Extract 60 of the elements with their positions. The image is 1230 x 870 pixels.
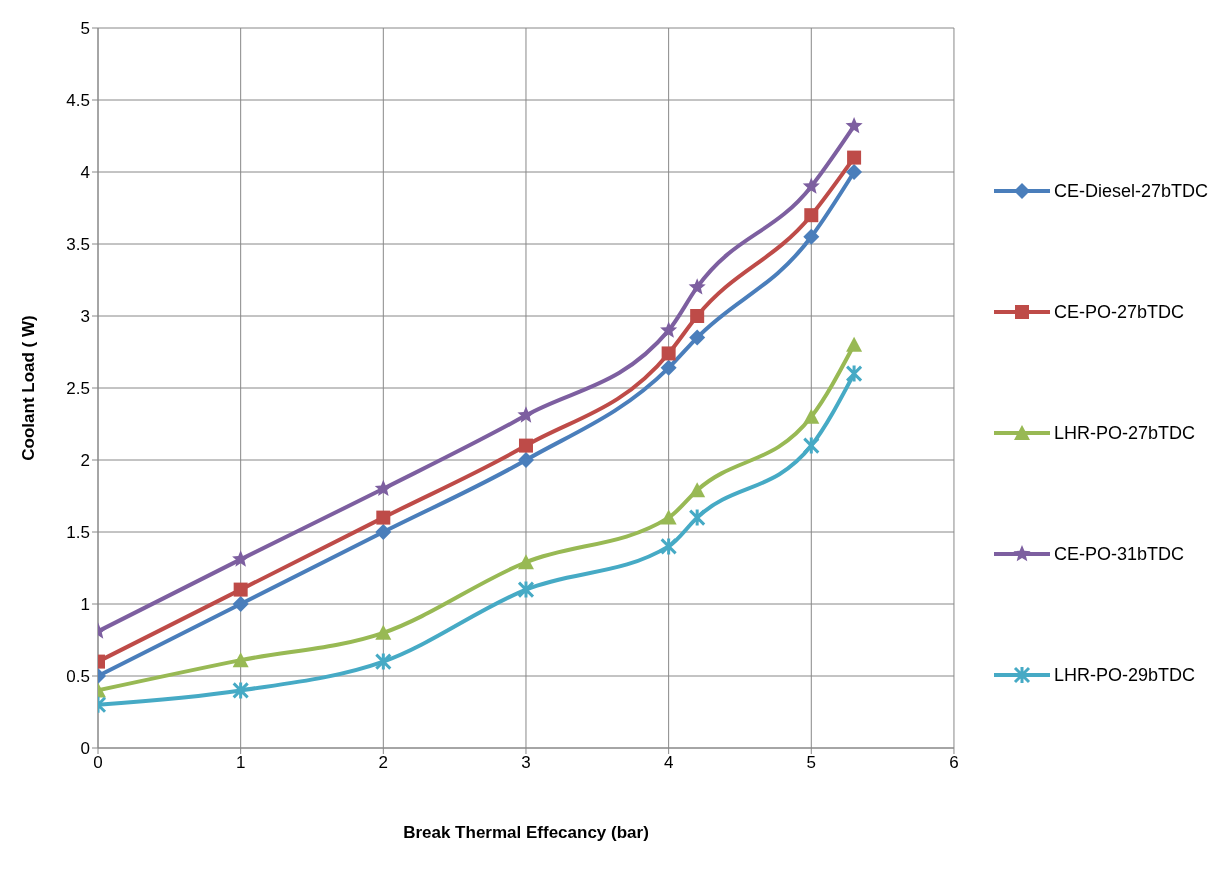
point [689, 329, 706, 346]
y-tick-label: 1 [80, 595, 90, 615]
point [660, 536, 678, 556]
point [517, 554, 534, 570]
x-tick-label: 4 [663, 753, 674, 773]
x-tick-label: 5 [806, 753, 817, 773]
x-tick-label: 1 [235, 753, 246, 773]
point [661, 346, 676, 361]
y-tick-label: 2 [80, 451, 90, 471]
point [517, 406, 535, 423]
y-tick-label: 0.5 [66, 667, 90, 687]
y-tick-label: 3.5 [66, 235, 90, 255]
point [518, 438, 533, 453]
point [517, 452, 534, 468]
y-tick-label: 4 [80, 163, 90, 183]
point [375, 524, 392, 540]
point [374, 479, 392, 497]
y-tick-label: 1.5 [66, 523, 90, 543]
x-tick-label: 2 [378, 753, 389, 773]
x-axis-title: Break Thermal Effecancy (bar) [403, 823, 649, 842]
point [802, 436, 820, 456]
point [804, 208, 819, 223]
point [232, 596, 249, 612]
point [660, 359, 677, 376]
x-tick-label: 6 [949, 753, 959, 773]
point [803, 408, 820, 424]
point [688, 508, 706, 528]
legend-label: LHR-PO-27bTDC [1053, 422, 1195, 444]
point [846, 336, 863, 352]
legend-label: LHR-PO-29bTDC [1053, 664, 1195, 686]
legend-label: CE-Diesel-27bTDC [1053, 180, 1208, 202]
y-tick-label: 4.5 [66, 91, 90, 111]
x-tick-label: 3 [521, 753, 531, 773]
y-axis-title: Coolant Load ( W) [19, 315, 39, 461]
point [802, 177, 820, 194]
point [845, 116, 863, 134]
point [232, 550, 250, 567]
point [233, 582, 248, 597]
point [803, 228, 820, 245]
point [660, 509, 677, 525]
point [689, 482, 706, 498]
point [690, 309, 705, 323]
point [660, 321, 678, 338]
point [846, 164, 863, 180]
y-tick-label: 5 [80, 19, 90, 39]
y-tick-label: 2.5 [66, 379, 90, 399]
point [232, 680, 250, 700]
y-tick-label: 0 [80, 739, 90, 759]
point [845, 364, 863, 384]
point [232, 652, 249, 668]
legend-label: CE-PO-27bTDC [1053, 301, 1184, 323]
point [374, 652, 392, 672]
point [517, 580, 535, 600]
point [688, 278, 706, 295]
point [375, 624, 392, 640]
point [847, 150, 862, 165]
x-tick-label: 0 [93, 753, 103, 773]
legend-label: CE-PO-31bTDC [1053, 543, 1184, 565]
point [376, 510, 391, 525]
y-tick-label: 3 [80, 307, 90, 327]
